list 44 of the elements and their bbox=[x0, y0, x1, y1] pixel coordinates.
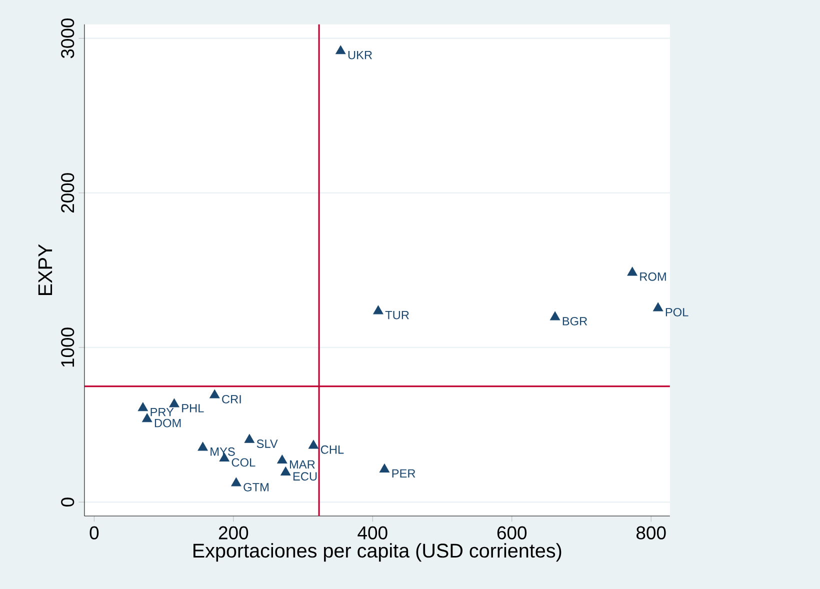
point bbox=[653, 302, 664, 312]
point bbox=[210, 389, 220, 398]
annotation: ECU bbox=[293, 472, 317, 480]
y-tick-label: 0 bbox=[61, 498, 74, 506]
annotation: UKR bbox=[348, 50, 372, 60]
annotation: BGR bbox=[562, 316, 588, 326]
y-axis-title: EXPY bbox=[38, 244, 52, 295]
annotation: MYS bbox=[210, 447, 235, 456]
annotation: POL bbox=[666, 308, 688, 316]
y-tick-label: 2000 bbox=[61, 172, 74, 212]
point bbox=[627, 266, 638, 276]
x-tick-label: 800 bbox=[636, 526, 666, 540]
annotation: GTM bbox=[244, 482, 268, 492]
point bbox=[550, 311, 560, 320]
annotation: PHL bbox=[182, 404, 204, 412]
point bbox=[198, 442, 208, 451]
annotation: ROM bbox=[640, 272, 666, 281]
annotation: CHL bbox=[320, 445, 344, 454]
annotation: PER bbox=[392, 469, 416, 478]
y-tick-label: 1000 bbox=[61, 328, 74, 367]
x-tick-label: 600 bbox=[497, 526, 527, 540]
x-tick-label: 0 bbox=[90, 526, 99, 540]
point bbox=[373, 305, 384, 314]
x-tick-label: 200 bbox=[218, 526, 248, 540]
annotation: MAR bbox=[290, 460, 315, 468]
annotation: DOM bbox=[154, 418, 181, 428]
point bbox=[277, 454, 288, 464]
annotation: COL bbox=[232, 458, 256, 467]
point bbox=[280, 466, 291, 476]
point bbox=[231, 477, 242, 486]
x-axis-title: Exportaciones per capita (USD corrientes) bbox=[194, 543, 562, 562]
point bbox=[142, 413, 152, 422]
annotation: CRI bbox=[222, 394, 241, 404]
annotation: PRY bbox=[150, 408, 174, 416]
point bbox=[308, 440, 319, 449]
x-tick-label: 400 bbox=[358, 526, 388, 540]
annotation: TUR bbox=[385, 310, 409, 320]
point bbox=[379, 464, 390, 472]
point bbox=[138, 402, 148, 412]
annotation: SLV bbox=[256, 439, 278, 448]
point bbox=[336, 45, 346, 54]
point bbox=[244, 434, 254, 443]
y-tick-label: 3000 bbox=[61, 18, 74, 58]
point bbox=[169, 398, 180, 408]
